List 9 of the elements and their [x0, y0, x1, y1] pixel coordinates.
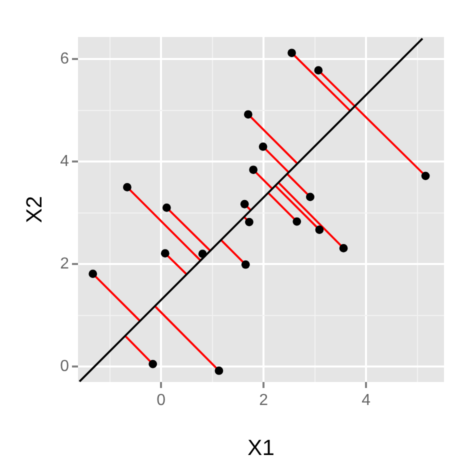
y-tick-label: 0 — [60, 358, 70, 376]
x-tick-label: 2 — [259, 392, 268, 410]
y-axis-title: X2 — [21, 196, 46, 223]
y-tick-label: 4 — [60, 152, 70, 170]
y-tick-label: 2 — [60, 256, 70, 272]
x-tick-label: 4 — [362, 392, 371, 410]
y-tick-label: 6 — [60, 50, 70, 68]
x-tick-label: 0 — [156, 392, 166, 410]
x-axis-title: X1 — [248, 434, 274, 460]
